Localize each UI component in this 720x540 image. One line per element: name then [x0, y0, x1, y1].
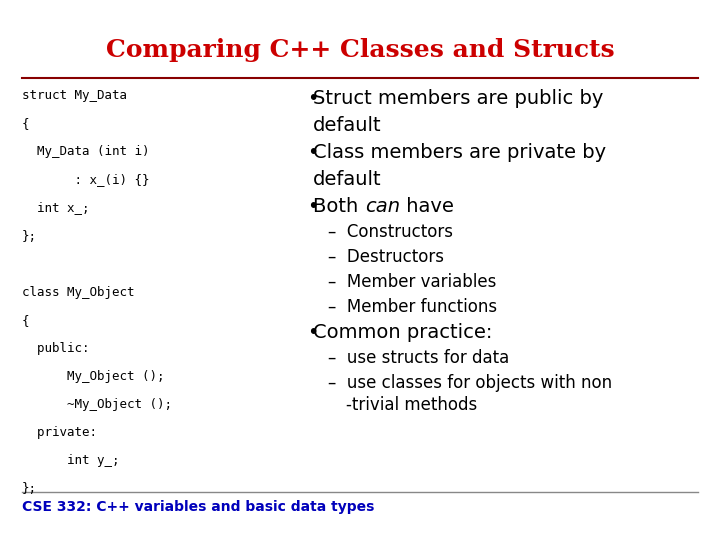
Text: };: }; [22, 482, 37, 495]
Text: My_Data (int i): My_Data (int i) [22, 145, 149, 158]
Text: default: default [313, 116, 382, 135]
Text: Comparing C++ Classes and Structs: Comparing C++ Classes and Structs [106, 38, 614, 62]
Text: •: • [307, 143, 319, 162]
Text: CSE 332: C++ variables and basic data types: CSE 332: C++ variables and basic data ty… [22, 500, 374, 514]
Text: ~My_Object ();: ~My_Object (); [22, 398, 171, 411]
Text: My_Object ();: My_Object (); [22, 370, 164, 383]
Text: int x_;: int x_; [22, 201, 89, 214]
Text: public:: public: [22, 342, 89, 355]
Text: default: default [313, 170, 382, 189]
Text: };: }; [22, 230, 37, 242]
Text: –  use structs for data: – use structs for data [328, 349, 509, 367]
Text: have: have [400, 197, 454, 216]
Text: Common practice:: Common practice: [313, 323, 492, 342]
Text: class My_Object: class My_Object [22, 286, 134, 299]
Text: can: can [365, 197, 400, 216]
Text: struct My_Data: struct My_Data [22, 89, 127, 102]
Text: -trivial methods: -trivial methods [346, 396, 477, 414]
Text: Both: Both [313, 197, 365, 216]
Text: Struct members are public by: Struct members are public by [313, 89, 603, 108]
Text: •: • [307, 89, 319, 108]
Text: –  Constructors: – Constructors [328, 223, 453, 241]
Text: –  use classes for objects with non: – use classes for objects with non [328, 374, 612, 392]
Text: –  Destructors: – Destructors [328, 248, 444, 266]
Text: : x_(i) {}: : x_(i) {} [22, 173, 149, 186]
Text: {: { [22, 314, 29, 327]
Text: –  Member functions: – Member functions [328, 298, 497, 315]
Text: {: { [22, 117, 29, 130]
Text: –  Member variables: – Member variables [328, 273, 496, 291]
Text: private:: private: [22, 426, 96, 439]
Text: Class members are private by: Class members are private by [313, 143, 606, 162]
Text: •: • [307, 197, 319, 216]
Text: int y_;: int y_; [22, 454, 119, 467]
Text: •: • [307, 323, 319, 342]
